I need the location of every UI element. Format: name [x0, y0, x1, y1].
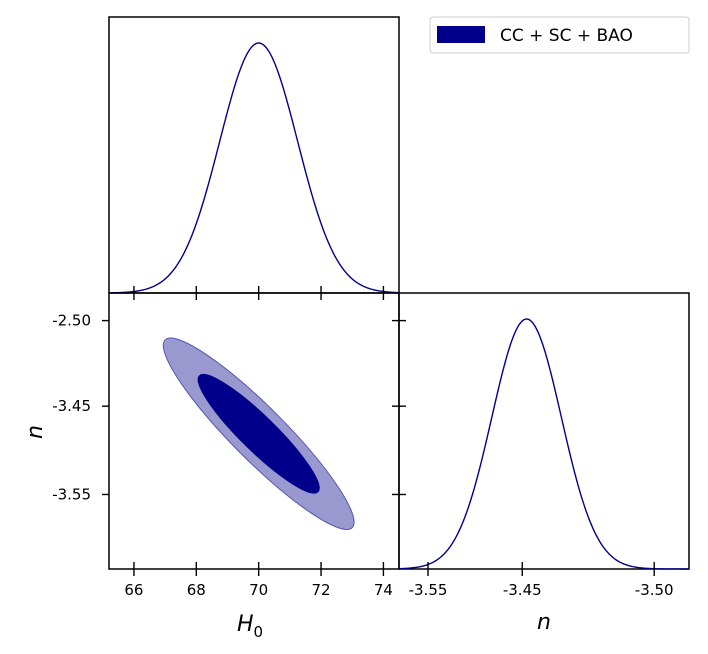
legend-box	[429, 16, 690, 54]
n-marginal-curve	[398, 318, 690, 570]
legend-entry: CC + SC + BAO	[500, 26, 633, 46]
h0-marginal-panel	[108, 16, 400, 294]
h0-axis-ticks: 66 68 70 72 74	[124, 286, 393, 599]
n-axis-label-bottom: n	[537, 610, 551, 635]
n-axis-ticks-left: -2.50 -3.45 -3.55	[52, 312, 406, 503]
n-bottom-tick-label: -3.50	[635, 581, 674, 599]
n-tick-label: -3.55	[52, 485, 91, 503]
h0-tick-label: 66	[124, 581, 143, 599]
n-axis-ticks-bottom: -3.55 -3.45 -3.50	[409, 562, 674, 599]
h0-tick-label: 70	[249, 581, 268, 599]
h0-marginal-frame	[108, 16, 400, 294]
contour-68	[197, 373, 320, 494]
h0-tick-label: 74	[374, 581, 393, 599]
n-marginal-panel: -3.55 -3.45 -3.50 n	[398, 292, 690, 635]
h0-marginal-curve	[108, 42, 400, 294]
n-tick-label: -2.50	[52, 312, 91, 330]
n-bottom-tick-label: -3.55	[409, 581, 448, 599]
h0-axis-label: H0	[237, 612, 263, 641]
h0-tick-label: 72	[311, 581, 330, 599]
legend-swatch	[437, 26, 485, 43]
n-marginal-frame	[398, 292, 690, 570]
n-axis-label-left: n	[23, 425, 48, 439]
n-bottom-tick-label: -3.45	[503, 581, 542, 599]
n-tick-label: -3.45	[52, 397, 91, 415]
h0-tick-label: 68	[187, 581, 206, 599]
legend: CC + SC + BAO	[429, 16, 690, 54]
joint-posterior-panel: 66 68 70 72 74 -2.50 -3.45 -3.55 H0 n	[23, 286, 406, 641]
